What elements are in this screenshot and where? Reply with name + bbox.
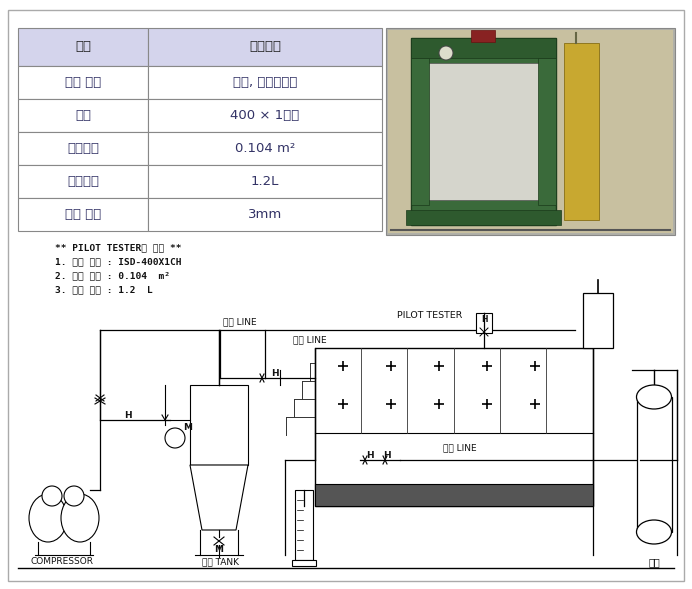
Bar [471, 30, 495, 42]
Text: 1. 필터 기기 : ISD-400X1CH: 1. 필터 기기 : ISD-400X1CH [55, 257, 181, 266]
Bar [411, 58, 429, 205]
Text: 질소: 질소 [648, 557, 660, 567]
Bar [18, 99, 148, 132]
Text: 여과면적: 여과면적 [67, 142, 99, 155]
Bar [148, 132, 382, 165]
Bar [411, 38, 556, 58]
Text: H: H [383, 452, 391, 461]
Bar [406, 210, 561, 225]
Text: 0.104 m²: 0.104 m² [235, 142, 295, 155]
Bar [190, 385, 248, 465]
Text: 3. 여실 용적 : 1.2  L: 3. 여실 용적 : 1.2 L [55, 286, 153, 294]
Ellipse shape [29, 494, 67, 542]
Text: 설계사항: 설계사항 [249, 41, 281, 54]
Bar [538, 58, 556, 205]
Text: 탈수 형식: 탈수 형식 [65, 76, 101, 89]
Text: 압입 LINE: 압입 LINE [224, 317, 257, 326]
Bar [148, 165, 382, 198]
Circle shape [64, 486, 84, 506]
Text: 여실용적: 여실용적 [67, 175, 99, 188]
Text: 원액 TANK: 원액 TANK [203, 558, 239, 567]
Bar [423, 63, 544, 200]
Text: 압입 LINE: 압입 LINE [293, 336, 327, 345]
Bar [18, 28, 148, 66]
Ellipse shape [61, 494, 99, 542]
Text: M: M [183, 423, 192, 432]
Bar [18, 165, 148, 198]
Text: 압축 LINE: 압축 LINE [443, 444, 477, 452]
Bar [564, 43, 599, 220]
Text: H: H [481, 316, 487, 325]
Circle shape [165, 428, 185, 448]
Bar [148, 28, 382, 66]
Ellipse shape [637, 520, 671, 544]
Text: COMPRESSOR: COMPRESSOR [30, 558, 93, 567]
Text: 3mm: 3mm [248, 208, 282, 221]
Bar [295, 490, 313, 560]
Text: H: H [366, 452, 374, 461]
Text: ** PILOT TESTER기 사양 **: ** PILOT TESTER기 사양 ** [55, 243, 181, 253]
Circle shape [42, 486, 62, 506]
Text: 400 × 1챔버: 400 × 1챔버 [230, 109, 300, 122]
Bar [476, 313, 492, 333]
Text: 단식, 필터프레스: 단식, 필터프레스 [233, 76, 297, 89]
Bar [315, 484, 593, 506]
Text: 1.2L: 1.2L [251, 175, 279, 188]
Bar [18, 132, 148, 165]
Bar [18, 66, 148, 99]
Text: 구분: 구분 [75, 41, 91, 54]
Text: 2. 여과 면적 : 0.104  m²: 2. 여과 면적 : 0.104 m² [55, 272, 170, 280]
Text: H: H [124, 412, 131, 421]
Bar [388, 30, 673, 233]
Ellipse shape [637, 385, 671, 409]
Bar [386, 28, 675, 235]
Bar [148, 198, 382, 231]
Bar [148, 66, 382, 99]
Bar [637, 397, 672, 532]
Circle shape [439, 46, 453, 60]
Text: M: M [215, 544, 224, 554]
Text: H: H [271, 369, 279, 379]
Text: 여실 두께: 여실 두께 [65, 208, 101, 221]
Bar [148, 99, 382, 132]
Bar [292, 560, 316, 566]
Text: 형식: 형식 [75, 109, 91, 122]
Text: PILOT TESTER: PILOT TESTER [397, 310, 463, 319]
Bar [411, 38, 556, 225]
Bar [583, 293, 613, 348]
Bar [315, 348, 593, 506]
Bar [18, 198, 148, 231]
Polygon shape [190, 465, 248, 530]
